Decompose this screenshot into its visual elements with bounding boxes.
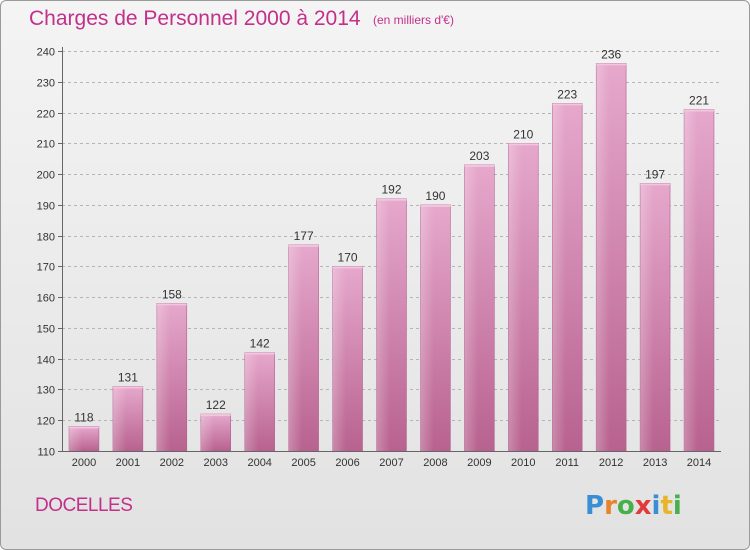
x-tick-label: 2005: [291, 457, 315, 469]
data-label: 190: [425, 189, 445, 203]
x-tick-label: 2003: [204, 457, 228, 469]
x-tick-label: 2008: [423, 457, 447, 469]
y-tick-label: 190: [37, 201, 55, 213]
data-label: 118: [74, 410, 93, 424]
data-label: 197: [645, 167, 665, 181]
bar-highlight: [684, 109, 698, 451]
bar-top-edge: [684, 109, 714, 112]
bar-top-edge: [156, 303, 187, 306]
bar-top-edge: [244, 352, 275, 355]
bar-top-edge: [69, 426, 99, 429]
bar-highlight: [200, 414, 215, 451]
x-tick-label: 2000: [72, 457, 96, 469]
y-tick-label: 160: [37, 293, 55, 305]
bar-highlight: [464, 164, 478, 451]
bar-top-edge: [464, 164, 495, 167]
data-label: 142: [250, 337, 270, 351]
commune-name: DOCELLES: [35, 495, 133, 516]
data-label: 221: [689, 93, 709, 107]
x-tick-label: 2006: [335, 457, 359, 469]
x-tick-label: 2011: [555, 457, 579, 469]
bar-highlight: [420, 204, 434, 451]
logo-letter: o: [616, 491, 635, 521]
chart-subtitle: (en milliers d'€): [373, 13, 454, 27]
y-tick-label: 200: [37, 170, 55, 182]
bar-highlight: [332, 266, 347, 451]
x-tick-label: 2009: [467, 457, 491, 469]
logo-letter: r: [604, 491, 617, 521]
x-tick-label: 2010: [511, 457, 535, 469]
bar-top-edge: [508, 143, 539, 146]
y-tick-label: 210: [37, 139, 55, 151]
bar-top-edge: [112, 386, 143, 389]
y-tick-label: 170: [37, 262, 55, 274]
bar-highlight: [376, 198, 391, 451]
data-label: 158: [162, 287, 182, 301]
bar-top-edge: [200, 414, 231, 417]
logo-letter: t: [660, 491, 673, 521]
y-tick-label: 120: [37, 416, 55, 428]
logo-letter: i: [651, 491, 661, 521]
bar-top-edge: [596, 63, 627, 66]
logo-letter: P: [585, 491, 605, 521]
chart-title: Charges de Personnel 2000 à 2014: [29, 7, 361, 30]
bar-highlight: [508, 143, 522, 452]
x-tick-label: 2001: [116, 457, 140, 469]
y-tick-label: 110: [37, 447, 55, 459]
y-tick-label: 240: [37, 47, 55, 59]
x-tick-label: 2013: [643, 457, 667, 469]
data-label: 236: [601, 47, 621, 61]
bar-top-edge: [376, 198, 407, 201]
bar-highlight: [112, 386, 127, 451]
data-label: 131: [118, 370, 138, 384]
bar-highlight: [596, 63, 610, 452]
logo-letter: x: [634, 491, 652, 521]
data-label: 223: [557, 87, 577, 101]
bar-highlight: [552, 103, 566, 452]
data-label: 122: [206, 398, 226, 412]
bar-top-edge: [332, 266, 363, 269]
bar-top-edge: [420, 204, 451, 207]
bar-highlight: [69, 426, 83, 451]
y-tick-label: 180: [37, 232, 55, 244]
bar-top-edge: [288, 244, 319, 247]
x-tick-label: 2004: [247, 457, 271, 469]
data-label: 210: [513, 127, 533, 141]
y-tick-label: 140: [37, 355, 55, 367]
bar-highlight: [244, 352, 259, 451]
y-tick-label: 220: [37, 109, 55, 121]
y-tick-label: 130: [37, 385, 55, 397]
bar-highlight: [288, 244, 303, 451]
y-tick-label: 230: [37, 78, 55, 90]
bar-top-edge: [640, 183, 671, 186]
y-tick-label: 150: [37, 324, 55, 336]
logo-letter: i: [672, 491, 682, 521]
bar-highlight: [156, 303, 171, 451]
x-tick-label: 2002: [160, 457, 184, 469]
x-tick-label: 2012: [599, 457, 623, 469]
data-label: 192: [381, 183, 401, 197]
data-label: 203: [469, 149, 489, 163]
bar-highlight: [640, 183, 654, 452]
bar-top-edge: [552, 103, 583, 106]
x-tick-label: 2007: [379, 457, 403, 469]
x-tick-label: 2014: [687, 457, 711, 469]
proxiti-logo: Proxiti: [585, 491, 682, 521]
data-label: 177: [294, 229, 314, 243]
data-label: 170: [338, 250, 358, 264]
